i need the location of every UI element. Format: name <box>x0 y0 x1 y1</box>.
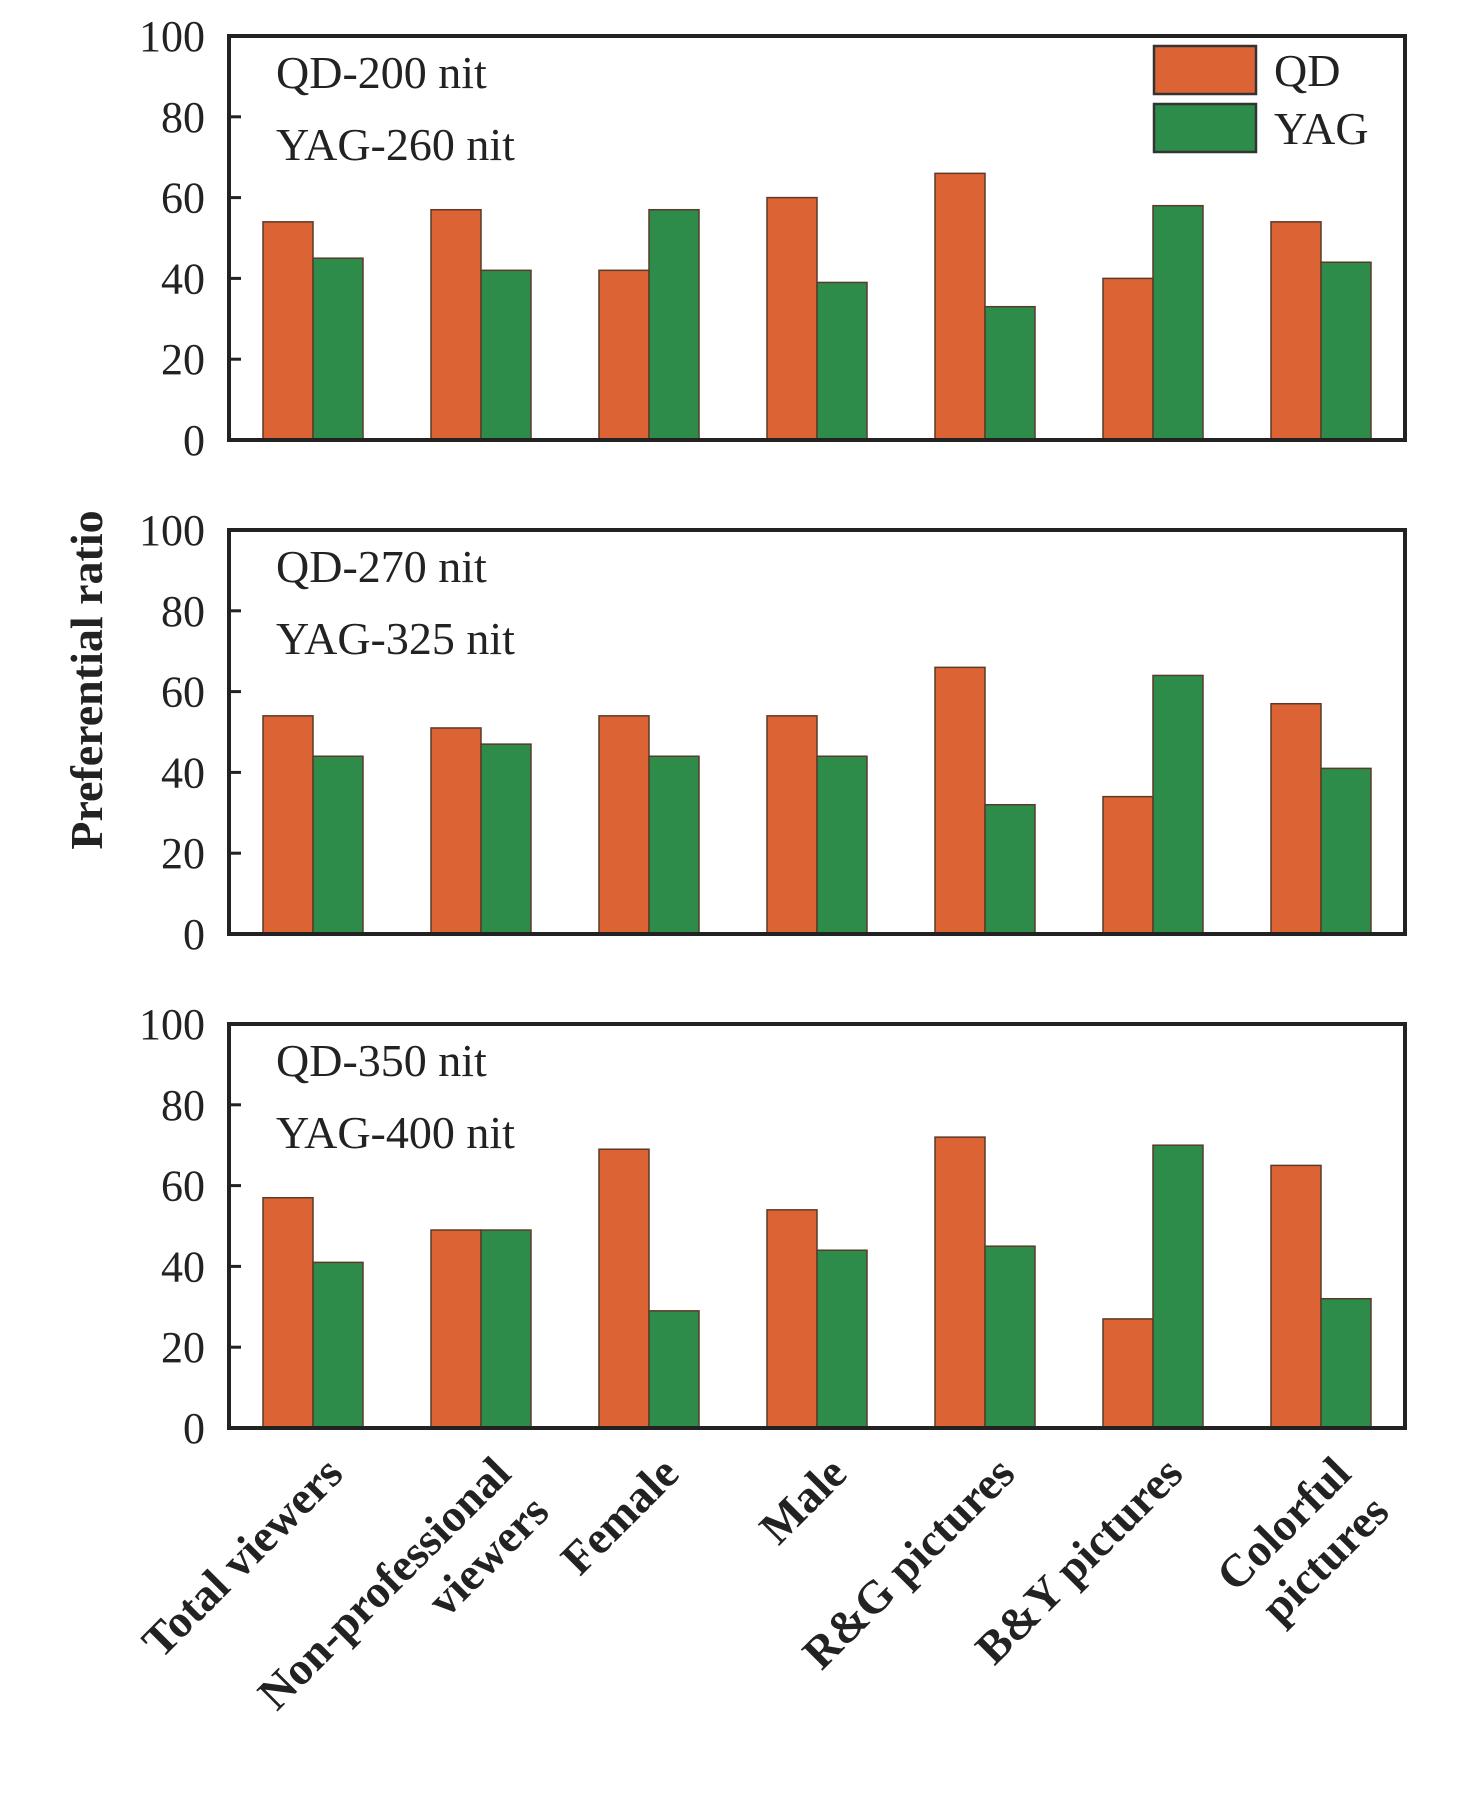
bar-yag-2 <box>480 743 532 935</box>
bar-qd-2 <box>430 1229 482 1429</box>
bar-yag-2 <box>480 1229 532 1429</box>
x-category-labels: Total viewersNon-professionalviewersFema… <box>132 1447 1399 1719</box>
bar-qd-1 <box>262 715 314 935</box>
legend-swatch-qd <box>1152 44 1258 96</box>
bar-yag-2 <box>480 269 532 441</box>
bar-yag-3 <box>648 208 700 441</box>
bar-yag-6 <box>1152 204 1204 441</box>
y-tick-label: 100 <box>139 506 205 555</box>
bar-yag-5 <box>984 1245 1036 1429</box>
bar-yag-7 <box>1320 261 1372 441</box>
bar-qd-4 <box>766 1209 818 1429</box>
bar-qd-3 <box>598 269 650 441</box>
legend-label-qd: QD <box>1274 45 1340 96</box>
bar-qd-5 <box>934 172 986 441</box>
y-tick-label: 0 <box>183 910 205 959</box>
y-tick-label: 100 <box>139 12 205 61</box>
category-label-7: Colorfulpictures <box>1207 1447 1399 1639</box>
panel-annotation-line: YAG-400 nit <box>276 1107 515 1158</box>
legend-label-yag: YAG <box>1274 103 1369 154</box>
y-tick-label: 80 <box>161 93 205 142</box>
y-tick-label: 40 <box>161 748 205 797</box>
y-tick-label: 60 <box>161 668 205 717</box>
bar-qd-2 <box>430 727 482 935</box>
plot-frame <box>227 528 1407 936</box>
panel-2: 0 20 40 60 80 100 QD-270 nit YAG-325 nit <box>139 506 1407 959</box>
plot-frame <box>227 34 1407 442</box>
chart-panels: 0 20 40 60 80 100 QD-200 nit YAG-260 nit 0 20 40 60… <box>139 12 1407 1453</box>
bar-yag-6 <box>1152 674 1204 935</box>
panel-annotation-line: QD-200 nit <box>276 47 487 98</box>
y-tick-label: 60 <box>161 174 205 223</box>
y-tick-label: 40 <box>161 254 205 303</box>
bar-qd-7 <box>1270 1164 1322 1429</box>
bar-qd-6 <box>1102 1318 1154 1429</box>
bar-yag-7 <box>1320 1297 1372 1429</box>
bar-qd-3 <box>598 715 650 935</box>
category-label-line: Female <box>551 1447 688 1584</box>
y-axis-label: Preferential ratio <box>61 510 112 849</box>
bar-qd-3 <box>598 1148 650 1429</box>
y-tick-label: 80 <box>161 587 205 636</box>
y-tick-label: 20 <box>161 829 205 878</box>
y-tick-label: 100 <box>139 1000 205 1049</box>
bar-qd-1 <box>262 1196 314 1429</box>
bar-qd-6 <box>1102 795 1154 935</box>
bar-qd-5 <box>934 1136 986 1429</box>
category-label-line: Male <box>750 1447 857 1554</box>
y-tick-label: 20 <box>161 335 205 384</box>
panel-annotation-line: YAG-260 nit <box>276 119 515 170</box>
bar-qd-7 <box>1270 221 1322 441</box>
bar-yag-3 <box>648 755 700 935</box>
bar-yag-4 <box>816 755 868 935</box>
category-label-4: Male <box>750 1447 857 1554</box>
bar-qd-5 <box>934 666 986 935</box>
bar-yag-4 <box>816 281 868 441</box>
bar-yag-1 <box>312 755 364 935</box>
chart-legend: QD YAG <box>1152 44 1369 154</box>
bar-yag-1 <box>312 1261 364 1429</box>
panel-1: 0 20 40 60 80 100 QD-200 nit YAG-260 nit <box>139 12 1407 465</box>
bar-yag-3 <box>648 1310 700 1429</box>
y-tick-label: 0 <box>183 1404 205 1453</box>
category-label-3: Female <box>551 1447 688 1584</box>
y-tick-label: 80 <box>161 1081 205 1130</box>
bar-qd-7 <box>1270 702 1322 935</box>
bar-yag-5 <box>984 305 1036 441</box>
panel-annotation-line: YAG-325 nit <box>276 613 515 664</box>
bar-qd-4 <box>766 715 818 935</box>
bar-qd-1 <box>262 221 314 441</box>
plot-frame <box>227 1022 1407 1430</box>
bar-yag-5 <box>984 803 1036 935</box>
bar-yag-6 <box>1152 1144 1204 1429</box>
legend-swatch-yag <box>1152 102 1258 154</box>
bar-yag-7 <box>1320 767 1372 935</box>
bar-qd-2 <box>430 208 482 441</box>
panel-annotation-line: QD-350 nit <box>276 1035 487 1086</box>
panel-3: 0 20 40 60 80 100 QD-350 nit YAG-400 nit <box>139 1000 1407 1453</box>
bar-yag-1 <box>312 257 364 441</box>
bar-qd-6 <box>1102 277 1154 441</box>
y-tick-label: 20 <box>161 1323 205 1372</box>
y-tick-label: 60 <box>161 1162 205 1211</box>
bar-yag-4 <box>816 1249 868 1429</box>
panel-annotation-line: QD-270 nit <box>276 541 487 592</box>
y-tick-label: 0 <box>183 416 205 465</box>
bar-qd-4 <box>766 196 818 441</box>
y-tick-label: 40 <box>161 1242 205 1291</box>
